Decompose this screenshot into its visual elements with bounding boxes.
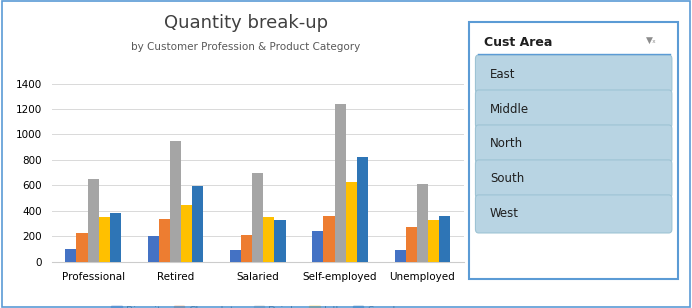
FancyBboxPatch shape — [469, 22, 678, 279]
Bar — [439, 216, 450, 262]
Bar — [65, 249, 76, 262]
Text: ▼ₓ: ▼ₓ — [646, 36, 657, 45]
Text: Middle: Middle — [490, 103, 529, 116]
Bar — [147, 236, 158, 262]
Bar — [394, 250, 406, 262]
Bar — [192, 186, 203, 262]
Bar — [110, 213, 121, 262]
FancyBboxPatch shape — [475, 160, 672, 198]
Bar — [99, 217, 110, 262]
Text: West: West — [490, 207, 519, 221]
Bar — [158, 219, 170, 262]
Bar — [417, 184, 428, 262]
Bar — [323, 216, 334, 262]
FancyBboxPatch shape — [475, 90, 672, 128]
Bar — [170, 141, 181, 262]
Bar — [357, 157, 368, 262]
Bar — [406, 227, 417, 262]
Text: North: North — [490, 137, 523, 151]
Bar — [334, 104, 346, 262]
Text: South: South — [490, 172, 525, 185]
Bar — [428, 220, 439, 262]
Bar — [312, 231, 323, 262]
Bar — [87, 179, 99, 262]
Text: Quantity break-up: Quantity break-up — [163, 14, 328, 32]
FancyBboxPatch shape — [475, 195, 672, 233]
Bar — [230, 250, 241, 262]
Legend: Biscuits, Chocolates, Drinks, Jelly, Snacks: Biscuits, Chocolates, Drinks, Jelly, Sna… — [107, 302, 408, 308]
Bar — [275, 220, 286, 262]
Text: by Customer Profession & Product Category: by Customer Profession & Product Categor… — [131, 42, 361, 51]
FancyBboxPatch shape — [475, 55, 672, 93]
Bar — [252, 173, 264, 262]
Text: East: East — [490, 67, 516, 80]
FancyBboxPatch shape — [475, 125, 672, 163]
Bar — [346, 182, 357, 262]
Bar — [76, 233, 87, 262]
Bar — [241, 235, 252, 262]
Bar — [181, 205, 192, 262]
Text: Cust Area: Cust Area — [484, 36, 552, 49]
Bar — [264, 217, 275, 262]
